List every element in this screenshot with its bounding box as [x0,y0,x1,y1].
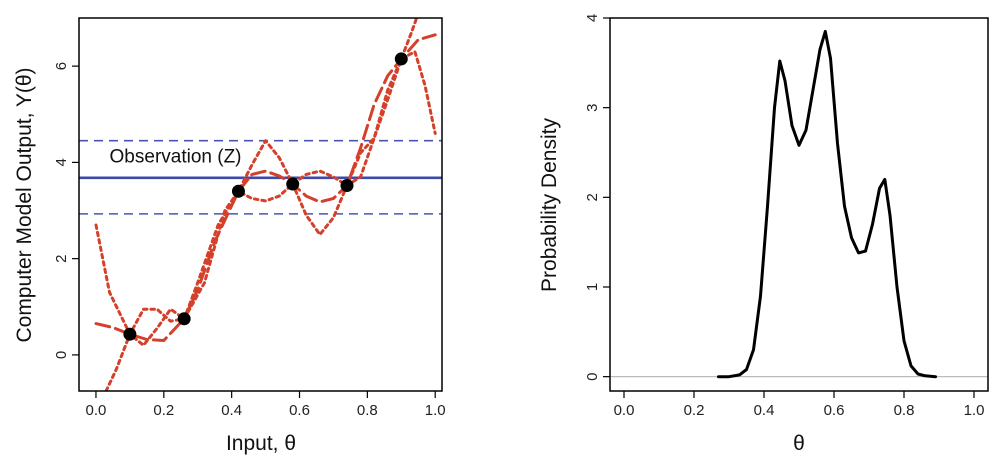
left-x-tick-label: 1.0 [425,402,446,419]
left-y-axis: 0 2 4 6 [53,62,79,359]
right-x-axis: 0.0 0.2 0.4 0.6 0.8 1.0 [614,391,985,419]
right-y-axis-title: Probability Density [538,118,561,292]
design-point-5 [340,178,354,192]
left-x-tick-label: 0.2 [153,402,174,419]
left-series-group [79,18,442,391]
left-y-axis-title: Computer Model Output, Y(θ) [13,67,36,342]
left-x-tick-label: 0.8 [357,402,378,419]
right-y-tick-label: 2 [584,193,601,201]
right-x-axis-title: θ [793,432,805,455]
right-x-tick-label: 0.0 [614,402,635,419]
design-point-3 [231,184,245,198]
right-plot-frame [609,17,989,392]
emulator-curve-3 [104,18,419,391]
left-plot-content [79,18,442,391]
right-x-tick-label: 0.4 [754,402,775,419]
right-plot-content [610,29,988,379]
left-x-tick-label: 0.6 [289,402,310,419]
left-y-tick-label: 2 [53,254,70,262]
left-x-tick-label: 0.0 [86,402,107,419]
design-point-4 [286,177,300,191]
design-point-6 [394,52,408,66]
right-y-tick-label: 0 [584,372,601,380]
right-y-tick-label: 3 [584,103,601,111]
design-point-2 [177,312,191,326]
left-y-tick-label: 6 [53,62,70,70]
right-y-axis: 0 1 2 3 4 [584,14,610,381]
right-x-tick-label: 0.8 [894,402,915,419]
left-y-tick-label: 0 [53,351,70,359]
observation-label: Observation (Z) [110,146,242,167]
design-point-1 [123,327,137,341]
left-x-tick-label: 0.4 [221,402,242,419]
emulator-curve-2 [94,50,437,347]
right-x-tick-label: 0.2 [684,402,705,419]
right-y-tick-label: 1 [584,283,601,291]
right-x-tick-label: 0.6 [824,402,845,419]
right-x-tick-label: 1.0 [964,402,985,419]
density-curve-1 [717,29,937,379]
emulator-curve-1 [94,33,437,342]
posterior-density-panel: 0.0 0.2 0.4 0.6 0.8 1.0 0 1 2 3 4 θ Probability D… [538,14,989,455]
left-x-axis: 0.0 0.2 0.4 0.6 0.8 1.0 [86,391,446,419]
right-y-tick-label: 4 [584,14,601,22]
left-y-tick-label: 4 [53,158,70,166]
left-x-axis-title: Input, θ [226,432,296,455]
left-plot-frame [78,17,443,392]
model-output-panel: 0.0 0.2 0.4 0.6 0.8 1.0 0 2 4 6 Input, θ Compute… [13,17,446,455]
